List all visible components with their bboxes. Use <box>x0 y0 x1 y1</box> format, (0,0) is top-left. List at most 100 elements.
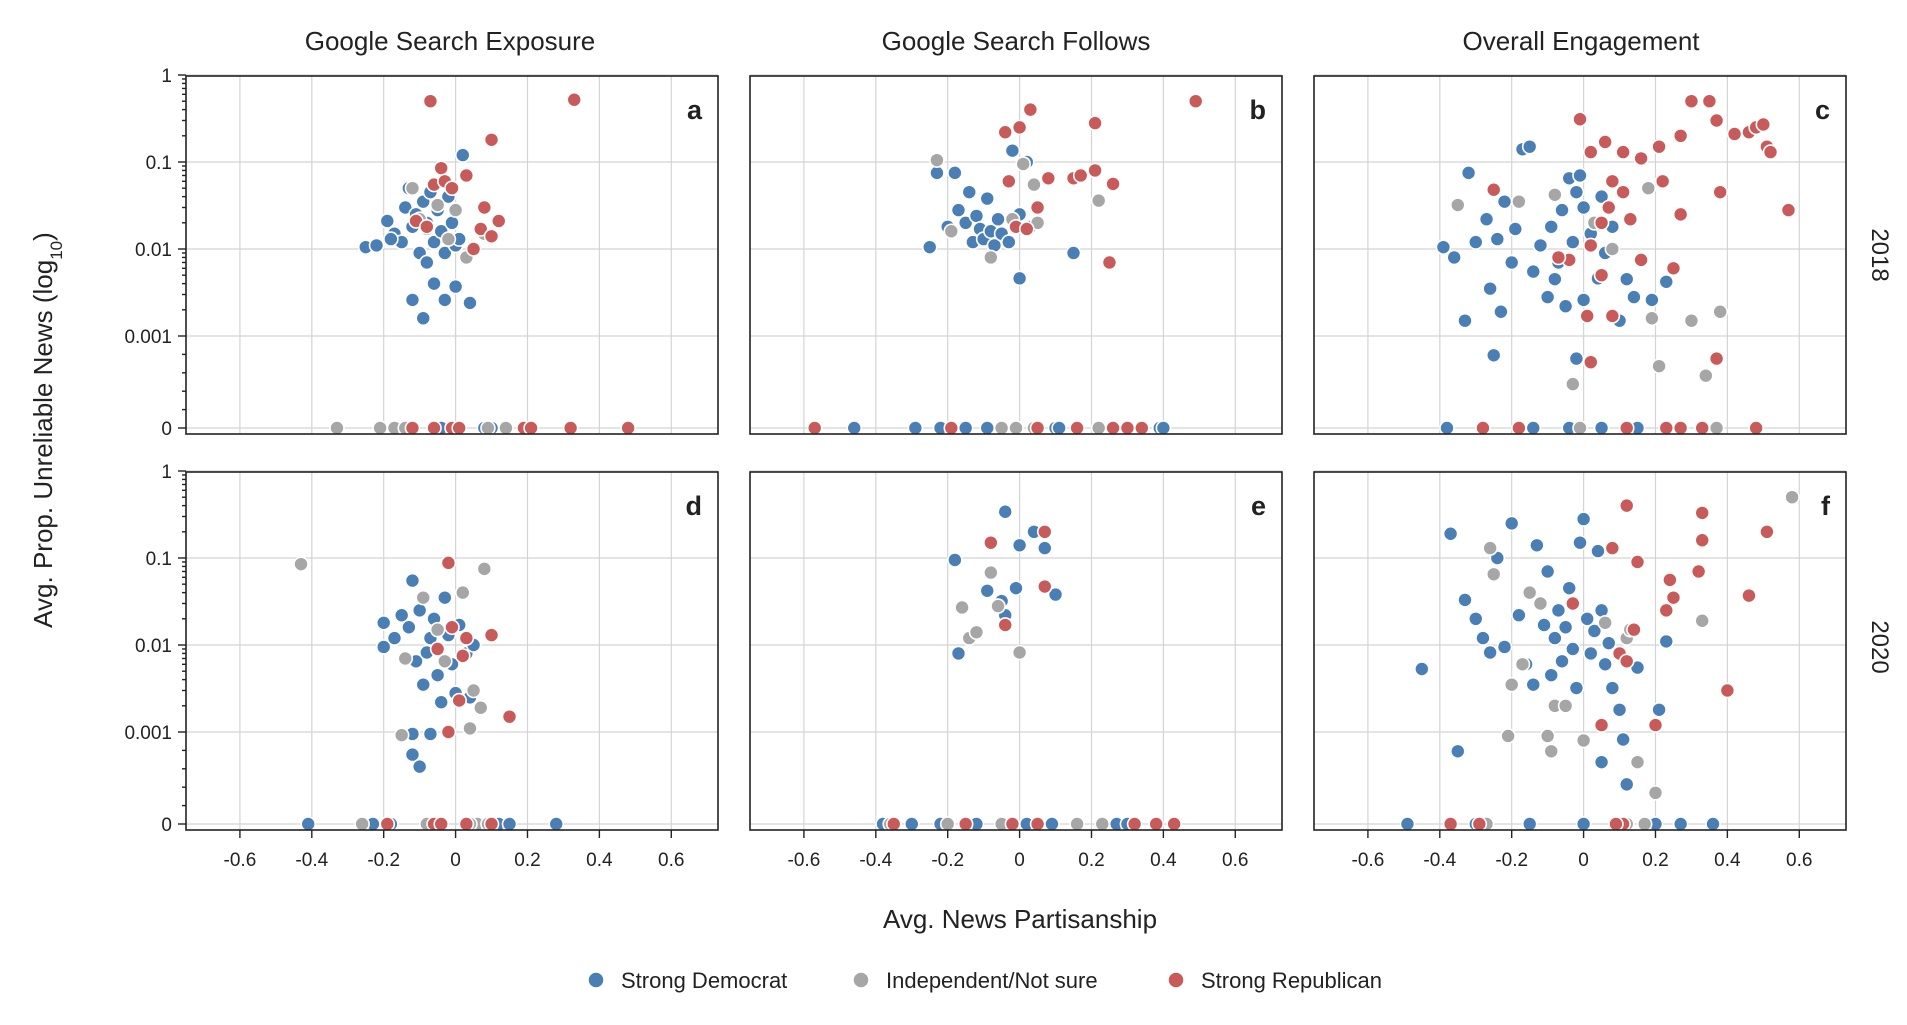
point-strong-democrat <box>368 237 385 254</box>
point-strong-democrat <box>1485 347 1502 364</box>
point-strong-republican <box>1658 420 1675 436</box>
point-independent-not-sure <box>454 584 471 601</box>
point-strong-republican <box>1604 540 1621 556</box>
point-independent-not-sure <box>1069 816 1085 832</box>
x-tick-label: 0 <box>1014 850 1025 871</box>
point-independent-not-sure <box>929 152 945 168</box>
point-strong-republican <box>1672 206 1689 223</box>
point-strong-democrat <box>1482 644 1498 661</box>
point-strong-republican <box>419 218 435 235</box>
point-strong-republican <box>1036 578 1053 595</box>
point-strong-democrat <box>968 208 985 224</box>
point-independent-not-sure <box>968 624 985 641</box>
point-strong-republican <box>454 648 471 664</box>
point-strong-republican <box>1550 249 1567 266</box>
point-independent-not-sure <box>437 653 453 670</box>
point-independent-not-sure <box>1503 676 1520 693</box>
point-strong-democrat <box>957 215 974 231</box>
point-strong-democrat <box>1036 540 1053 556</box>
point-strong-democrat <box>404 746 421 763</box>
point-strong-democrat <box>1644 292 1660 308</box>
point-independent-not-sure <box>393 727 410 743</box>
x-tick-label: 0.4 <box>1714 850 1741 871</box>
legend-marker-republican <box>1167 971 1185 989</box>
point-independent-not-sure <box>329 420 345 436</box>
point-strong-democrat <box>1478 211 1495 228</box>
point-strong-republican <box>1604 308 1621 324</box>
y-axis-label-text: Avg. Prop. Unreliable News (log <box>28 260 58 628</box>
point-strong-democrat <box>846 420 863 436</box>
y-tick-label: 0 <box>161 815 172 836</box>
point-strong-democrat <box>1615 731 1631 748</box>
point-strong-republican <box>404 420 421 436</box>
point-strong-republican <box>483 816 500 832</box>
point-strong-democrat <box>1672 816 1689 832</box>
point-strong-republican <box>983 534 999 551</box>
point-strong-democrat <box>1065 245 1082 261</box>
x-tick-label: 0.4 <box>586 850 613 871</box>
panel-f: f -0.6 -0.4 -0.2 0 0.2 0.4 0.6 <box>1313 470 1847 871</box>
point-strong-republican <box>1629 554 1646 570</box>
point-strong-republican <box>1665 589 1682 606</box>
point-strong-republican <box>422 93 439 109</box>
point-independent-not-sure <box>1532 595 1549 612</box>
point-strong-republican <box>1087 162 1103 179</box>
point-independent-not-sure <box>1644 310 1660 327</box>
legend-label-democrat: Strong Democrat <box>621 968 787 993</box>
point-strong-republican <box>1029 420 1046 436</box>
column-title-follows: Google Search Follows <box>882 26 1151 56</box>
point-independent-not-sure <box>480 420 496 436</box>
x-tick-label: -0.4 <box>859 850 892 871</box>
point-strong-republican <box>1004 816 1021 832</box>
point-independent-not-sure <box>983 249 999 266</box>
point-strong-republican <box>1485 181 1502 198</box>
point-strong-republican <box>429 641 446 657</box>
x-tick-label: -0.6 <box>788 850 821 871</box>
point-strong-republican <box>1626 621 1642 638</box>
point-independent-not-sure <box>1500 728 1516 744</box>
panel-frame <box>749 471 1283 831</box>
x-axis-label: Avg. News Partisanship <box>883 904 1157 934</box>
point-strong-democrat <box>397 199 414 216</box>
point-independent-not-sure <box>1511 193 1527 210</box>
legend-label-independent: Independent/Not sure <box>886 968 1098 993</box>
point-strong-democrat <box>1011 537 1028 554</box>
x-tick-label: 0.6 <box>1786 850 1812 871</box>
x-tick-label: 0.6 <box>1222 850 1248 871</box>
y-tick-label: 0.001 <box>124 723 172 744</box>
point-strong-democrat <box>1521 138 1538 155</box>
x-tick-label: -0.4 <box>295 850 328 871</box>
point-strong-republican <box>465 241 482 257</box>
point-strong-republican <box>523 420 539 436</box>
point-strong-democrat <box>415 676 432 693</box>
panel-e: e -0.6 -0.4 -0.2 0 0.2 0.4 0.6 <box>749 470 1283 871</box>
point-strong-democrat <box>375 614 392 631</box>
point-strong-democrat <box>929 165 945 181</box>
point-strong-democrat <box>1547 630 1563 646</box>
point-strong-democrat <box>1651 701 1667 718</box>
point-strong-republican <box>490 213 507 229</box>
point-strong-democrat <box>1593 754 1610 770</box>
panel-letter: e <box>1251 491 1266 521</box>
point-strong-republican <box>1040 170 1057 187</box>
point-strong-democrat <box>1590 543 1606 559</box>
point-strong-democrat <box>426 275 442 292</box>
point-strong-democrat <box>1600 635 1617 651</box>
x-tick-label: -0.6 <box>1352 850 1385 871</box>
point-independent-not-sure <box>1008 420 1024 436</box>
point-strong-democrat <box>1550 602 1567 619</box>
point-strong-democrat <box>1593 420 1610 436</box>
point-strong-democrat <box>419 254 435 271</box>
point-independent-not-sure <box>1708 420 1725 436</box>
x-tick-label: 0.4 <box>1150 850 1177 871</box>
point-strong-democrat <box>1047 586 1064 603</box>
point-strong-republican <box>1511 420 1527 436</box>
point-strong-republican <box>451 420 467 436</box>
point-strong-republican <box>1022 101 1039 118</box>
point-strong-democrat <box>1503 515 1520 532</box>
point-strong-democrat <box>1536 617 1552 633</box>
point-independent-not-sure <box>354 816 370 832</box>
point-strong-republican <box>1633 150 1649 167</box>
point-strong-republican <box>1694 532 1711 549</box>
point-strong-republican <box>1442 816 1459 832</box>
